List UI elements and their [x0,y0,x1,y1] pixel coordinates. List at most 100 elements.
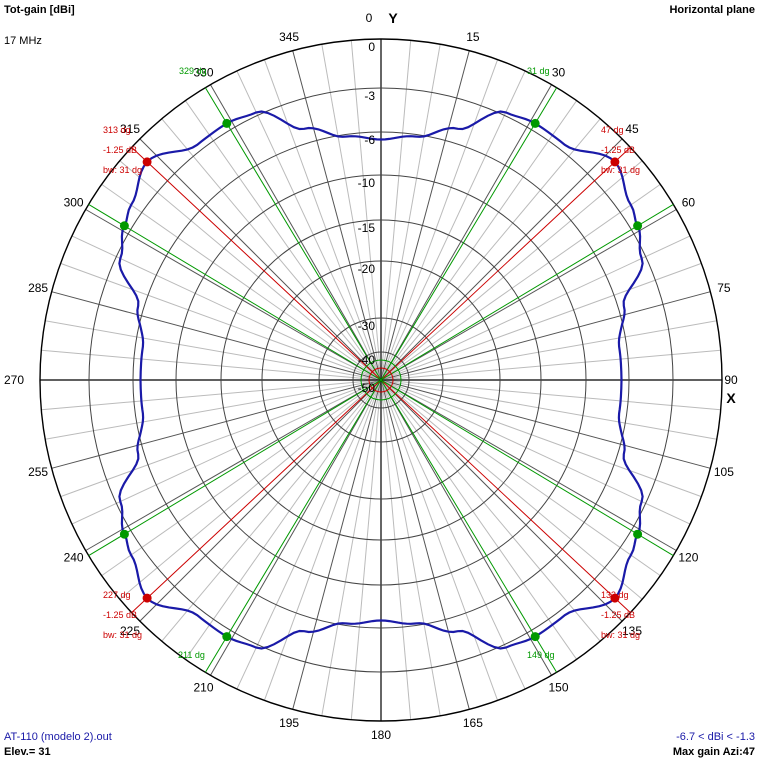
max-gain-annotation: -1.25 dB [601,145,635,155]
half-power-line [88,203,382,381]
max-gain-annotation: -1.25 dB [601,610,635,620]
angle-gridline [236,70,382,381]
angle-gridline [41,379,382,411]
angle-gridline [380,349,721,381]
angle-gridline [380,183,661,381]
file-name: AT-110 (modelo 2).out [4,731,112,743]
angle-tick-label: 225 [120,624,140,638]
angle-tick-label: 270 [4,373,24,387]
half-power-point [119,221,129,231]
radial-tick-label: -6 [364,133,375,147]
half-power-annotation: 31 dg [527,66,550,76]
angle-gridline [380,379,412,720]
radial-tick-label: -15 [358,221,376,235]
range-label: -6.7 < dBi < -1.3 [676,731,755,743]
radial-tick-label: -20 [358,262,376,276]
angle-gridline [380,379,578,660]
angle-gridline [292,50,382,381]
angle-gridline [71,379,382,525]
angle-gridline [263,59,382,381]
angle-gridline [45,320,382,381]
angle-gridline [380,379,643,600]
angle-tick-label: 345 [279,30,299,44]
angle-gridline [184,100,382,381]
angle-gridline [380,379,470,710]
angle-tick-label: 195 [279,716,299,730]
radial-ring [261,260,501,500]
half-power-point [530,118,540,128]
angle-gridline [161,118,382,381]
origin-circle [360,359,402,401]
angle-gridline [380,379,526,690]
half-power-line [380,379,558,673]
radial-ring [175,174,587,586]
half-power-line [88,379,382,557]
angle-gridline [161,379,382,642]
plane-label: Horizontal plane [669,4,755,16]
angle-gridline [380,291,711,381]
angle-gridline [210,379,382,676]
beam-direction-line [131,147,382,381]
angle-tick-label: 240 [64,551,84,565]
angle-gridline [119,160,382,381]
angle-gridline [51,379,382,469]
radial-tick-label: -10 [358,176,376,190]
radiation-pattern-curve [118,110,644,650]
frequency-label: 17 MHz [4,35,42,47]
angle-gridline [51,291,382,381]
marker-layer [119,118,643,642]
max-gain-annotation: 133 dg [601,590,629,600]
angle-gridline [45,379,382,440]
angle-tick-label: 315 [120,122,140,136]
half-power-annotation: 211 dg [178,650,205,660]
half-power-point [530,632,540,642]
half-power-point [119,529,129,539]
angle-gridline [380,100,578,381]
max-gain-annotation: -1.25 dB [103,610,137,620]
angle-gridline [380,262,702,381]
half-power-line [380,87,558,381]
half-power-point [633,221,643,231]
radial-ring [318,317,444,443]
angle-gridline [101,183,382,381]
angle-gridline [380,379,702,498]
max-gain-annotation: bw: 31 dg [601,630,640,640]
max-gain-annotation: 47 dg [601,125,624,135]
half-power-point [633,529,643,539]
angle-gridline [380,379,677,551]
angle-tick-label: 105 [714,465,734,479]
label-layer: 0 -3 -6 -10 -15 -20 -30 -40 -50 0 15 30 45 60 75 90 105 1… [4,10,738,742]
radial-ring [220,219,542,541]
angle-gridline [85,209,382,381]
angle-gridline [71,235,382,381]
radial-tick-label: -50 [358,381,376,395]
angle-gridline [210,84,382,381]
angle-gridline [380,50,470,381]
angle-tick-label: 150 [548,680,568,694]
angle-gridline [380,235,691,381]
angle-gridline [380,379,499,701]
angle-gridline [350,40,382,381]
angle-tick-label: 180 [371,728,391,742]
half-power-point [222,632,232,642]
y-axis-letter: Y [388,10,398,26]
angle-gridline [380,379,721,411]
max-gain-label: Max gain Azi:47 [672,746,755,758]
angle-tick-label: 90 [724,373,738,387]
angle-gridline [380,160,643,381]
angle-gridline [380,44,441,381]
angle-gridline [321,44,382,381]
angle-gridline [380,379,717,440]
angle-gridline [380,379,661,577]
radial-tick-label: -3 [364,89,375,103]
angle-tick-label: 120 [678,551,698,565]
angle-gridline [101,379,382,577]
angle-tick-label: 0 [366,11,373,25]
angle-tick-label: 210 [193,680,213,694]
angle-gridline [380,379,601,642]
half-power-line [380,379,674,557]
half-power-point [222,118,232,128]
angle-gridline [380,118,601,381]
angle-tick-label: 255 [28,465,48,479]
